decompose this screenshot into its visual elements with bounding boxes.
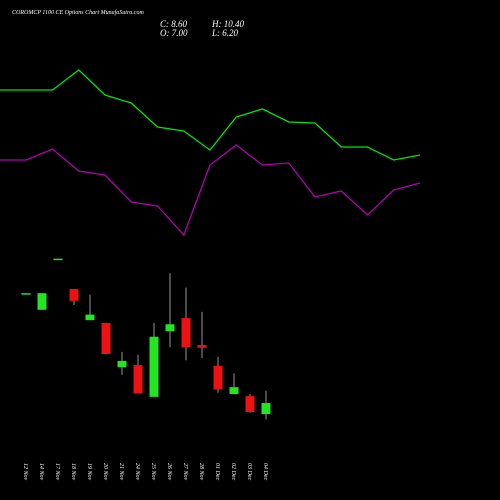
line-series: [0, 144, 421, 237]
candle-body: [213, 365, 223, 390]
candle-body: [261, 403, 271, 415]
line-series: [0, 69, 421, 161]
candle-body: [165, 324, 175, 332]
x-tick-label: 26 Nov: [166, 463, 172, 481]
candle-body: [197, 345, 207, 348]
x-tick-label: 04 Dec: [262, 463, 269, 480]
candle-body: [37, 293, 47, 310]
candle-body: [133, 365, 143, 394]
x-tick-label: 01 Dec: [214, 463, 220, 480]
candle-body: [69, 289, 79, 301]
x-tick-label: 25 Nov: [150, 463, 156, 481]
x-tick-label: 02 Dec: [230, 463, 236, 480]
candle-body: [21, 293, 31, 295]
candle-body: [181, 318, 191, 348]
candle-body: [85, 314, 95, 321]
x-tick-label: 20 Nov: [102, 463, 108, 481]
x-tick-label: 21 Nov: [118, 463, 124, 481]
x-tick-label: 12 Nov: [22, 463, 28, 481]
candle-body: [117, 360, 127, 368]
x-tick-label: 27 Nov: [182, 463, 188, 481]
info-low: L: 6.20: [211, 28, 239, 38]
x-tick-label: 28 Nov: [198, 463, 204, 481]
x-tick-label: 14 Nov: [38, 463, 45, 481]
candle-body: [229, 387, 239, 395]
x-tick-label: 18 Nov: [70, 463, 76, 481]
candle-body: [149, 336, 159, 397]
info-open: O: 7.00: [160, 28, 188, 38]
info-high: H: 10.40: [211, 19, 244, 29]
chart-title: COROMCP 1100 CE Options Chart MunafaSutr…: [12, 9, 144, 16]
x-tick-label: 03 Dec: [246, 463, 252, 480]
info-close: C: 8.60: [160, 19, 188, 29]
candle-body: [245, 396, 255, 413]
x-tick-label: 24 Nov: [134, 463, 141, 481]
x-tick-label: 19 Nov: [86, 463, 92, 481]
x-tick-label: 17 Nov: [54, 463, 60, 481]
candle-body: [53, 258, 63, 261]
candle-body: [101, 322, 111, 354]
